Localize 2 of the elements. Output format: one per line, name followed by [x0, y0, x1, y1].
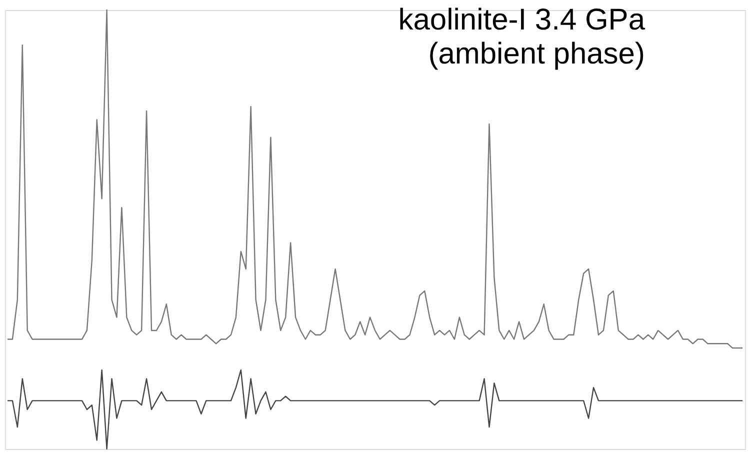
chart-title: kaolinite-I 3.4 GPa: [398, 3, 646, 36]
text: (ambient phase): [428, 37, 645, 70]
